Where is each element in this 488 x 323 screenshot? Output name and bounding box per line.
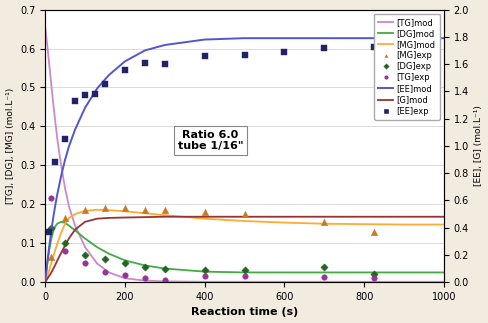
Point (240, 212, 248, 217)
Point (369, 229, 377, 234)
Point (161, 61, 168, 67)
Y-axis label: [EE], [G] (mol.L⁻¹): [EE], [G] (mol.L⁻¹) (473, 105, 483, 186)
Point (320, 46, 327, 51)
Point (121, 68, 128, 73)
Point (47, 196, 55, 201)
Point (200, 268, 208, 273)
Point (240, 274, 248, 279)
Point (240, 53, 248, 58)
Point (121, 205, 128, 211)
Point (45, 229, 53, 234)
Point (47, 225, 55, 230)
Point (200, 210, 208, 215)
Point (121, 273, 128, 278)
Point (161, 208, 168, 213)
Point (81, 252, 89, 257)
Point (61, 241, 69, 246)
Point (71, 98, 79, 103)
Point (141, 264, 148, 269)
Point (369, 276, 377, 281)
Point (61, 215, 69, 221)
Point (141, 61, 148, 66)
Point (101, 256, 109, 261)
Y-axis label: [TG], [DG], [MG] (mol.L⁻¹): [TG], [DG], [MG] (mol.L⁻¹) (5, 88, 15, 204)
Point (200, 53, 208, 58)
X-axis label: Reaction time (s): Reaction time (s) (190, 307, 298, 318)
Point (101, 205, 109, 211)
Point (81, 260, 89, 265)
Point (320, 219, 327, 224)
Point (81, 208, 89, 213)
Point (141, 276, 148, 281)
Legend: [TG]mod, [DG]mod, [MG]mod, [MG]exp, [DG]exp, [TG]exp, [EE]mod, [G]mod, [EE]exp: [TG]mod, [DG]mod, [MG]mod, [MG]exp, [DG]… (373, 14, 439, 120)
Point (369, 272, 377, 277)
Point (280, 50, 288, 55)
Point (200, 274, 208, 279)
Point (101, 81, 109, 87)
Point (81, 93, 89, 98)
Point (51, 159, 59, 164)
Point (91, 91, 99, 97)
Point (320, 275, 327, 280)
Point (161, 278, 168, 283)
Point (121, 260, 128, 265)
Point (161, 266, 168, 271)
Point (101, 270, 109, 275)
Point (320, 265, 327, 270)
Text: Ratio 6.0
tube 1/16": Ratio 6.0 tube 1/16" (178, 130, 243, 151)
Point (369, 45, 377, 50)
Point (61, 136, 69, 141)
Point (61, 248, 69, 254)
Point (141, 208, 148, 213)
Point (240, 268, 248, 273)
Point (47, 254, 55, 259)
